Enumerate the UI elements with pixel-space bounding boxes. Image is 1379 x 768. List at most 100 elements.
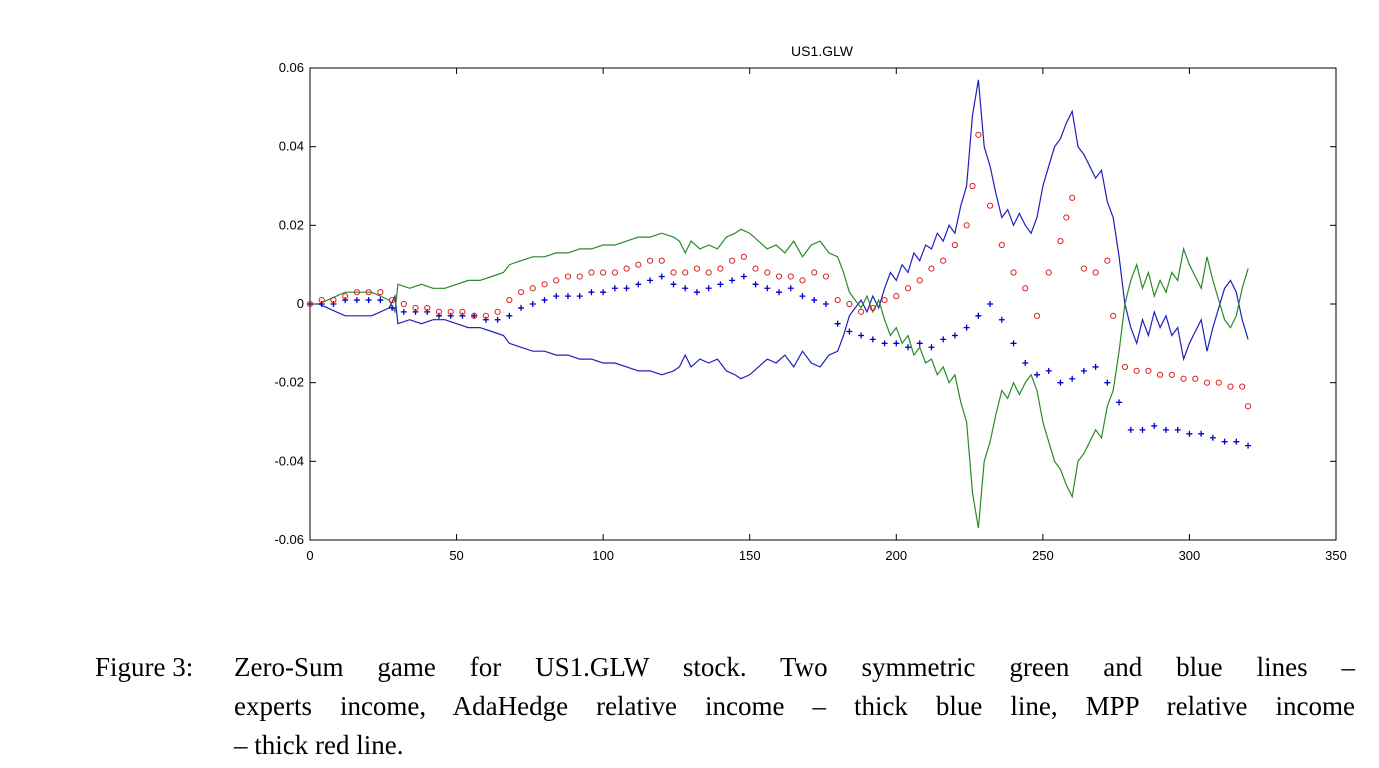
x-tick-label: 250 <box>1032 548 1054 563</box>
series-2-point <box>729 277 736 284</box>
series-3-point <box>1157 371 1164 378</box>
series-2-point <box>400 308 407 315</box>
y-tick-label: 0.02 <box>279 217 304 232</box>
x-tick-label: 150 <box>739 548 761 563</box>
series-2-point <box>342 297 349 304</box>
series-3-point <box>904 285 912 292</box>
series-3-point <box>600 269 607 276</box>
series-2-point <box>318 301 325 307</box>
series-3-point <box>635 261 642 268</box>
series-2-point <box>447 312 454 319</box>
series-3-point <box>1069 194 1076 201</box>
series-3-point <box>1180 375 1187 382</box>
series-2-point <box>576 293 583 300</box>
series-2-point <box>1104 379 1111 386</box>
chart: US1.GLW 0 50 100 150 200 250 300 350 -0.06 -0.04 -… <box>274 43 1347 563</box>
series-2-point <box>482 316 489 323</box>
series-2-point <box>1139 426 1146 433</box>
series-2-point <box>1186 430 1193 437</box>
series-2-point <box>588 289 595 296</box>
series-3-point <box>799 277 806 284</box>
series-2-point <box>811 297 818 304</box>
x-tick-label: 300 <box>1179 548 1201 563</box>
series-3-point <box>658 257 665 264</box>
series-3-point <box>682 269 689 276</box>
series-2-point <box>717 281 724 288</box>
series-3-point <box>1133 367 1140 374</box>
series-3-point <box>1239 383 1246 390</box>
series-2-point <box>389 304 396 311</box>
series-2-point <box>916 340 923 347</box>
series-3-point <box>869 304 876 312</box>
series-3-point <box>365 289 372 296</box>
series-3-point <box>1092 269 1099 276</box>
series-3-point <box>388 296 396 304</box>
series-3-point <box>775 273 783 280</box>
series-3-point <box>576 273 583 280</box>
series-3-point <box>1203 379 1211 386</box>
series-3-point <box>1063 214 1070 221</box>
series-2-point <box>1069 375 1076 382</box>
series-2-point <box>1245 442 1252 449</box>
series-2-point <box>1174 426 1181 433</box>
chart-title: US1.GLW <box>791 43 854 59</box>
series-3-point <box>729 257 736 264</box>
x-tick-label: 50 <box>449 548 463 563</box>
series-3-point <box>377 289 384 296</box>
series-3-point <box>400 300 407 308</box>
x-tick-label: 200 <box>885 548 907 563</box>
series-3-point <box>611 269 618 276</box>
caption-line-3: – thick red line. <box>234 730 404 760</box>
series-2-point <box>893 340 900 347</box>
series-3-point <box>506 296 513 304</box>
series-3-point <box>1121 363 1129 371</box>
series-2-point <box>1127 426 1134 433</box>
series-1-line <box>310 228 1249 529</box>
series-2-point <box>1162 426 1169 433</box>
x-tick-label: 100 <box>592 548 614 563</box>
series-2-point <box>1209 434 1216 441</box>
series-2-point <box>776 289 783 296</box>
series-3-point <box>752 265 759 272</box>
series-3-point <box>998 241 1005 249</box>
series-2-point <box>600 289 607 296</box>
series-2-point <box>1080 367 1087 374</box>
series-2-point <box>564 293 571 300</box>
y-tick-label: -0.06 <box>274 532 304 547</box>
series-3-point <box>1080 265 1087 272</box>
series-2-point <box>365 297 372 304</box>
series-2-point <box>998 316 1005 323</box>
series-3-point <box>588 269 595 276</box>
series-3-point <box>986 202 994 209</box>
series-3-point <box>412 304 419 312</box>
series-2-point <box>752 281 759 288</box>
series-2-point <box>975 312 982 319</box>
series-2-point <box>881 340 888 347</box>
x-tick-label: 350 <box>1325 548 1347 563</box>
series-3-point <box>693 265 701 272</box>
caption-line-1: Zero-Sum game for US1.GLW stock. Two sym… <box>234 652 1355 682</box>
series-2-point <box>635 281 642 288</box>
series-3-point <box>447 308 454 315</box>
series-2-point <box>353 297 360 304</box>
x-tick-label: 0 <box>306 548 313 563</box>
series-2-point <box>951 332 958 339</box>
series-3-point <box>1045 269 1052 276</box>
series-3-point <box>1110 312 1117 319</box>
series-3-point <box>1022 285 1029 292</box>
series-3-point <box>459 308 466 315</box>
series-2-point <box>553 293 560 300</box>
series-3-point <box>318 296 325 304</box>
series-2-point <box>1116 399 1123 406</box>
series-3-point <box>1227 383 1234 390</box>
series-2-point <box>940 336 947 343</box>
series-3-point <box>670 269 677 276</box>
series-2-point <box>1022 360 1029 366</box>
y-tick-label: -0.04 <box>274 453 304 468</box>
y-tick-label: -0.02 <box>274 375 304 390</box>
series-3-point <box>306 300 314 308</box>
series-3-point <box>1010 269 1017 276</box>
series-3-point <box>940 257 947 264</box>
series-2-point <box>541 297 548 304</box>
series-2-point <box>682 285 689 292</box>
